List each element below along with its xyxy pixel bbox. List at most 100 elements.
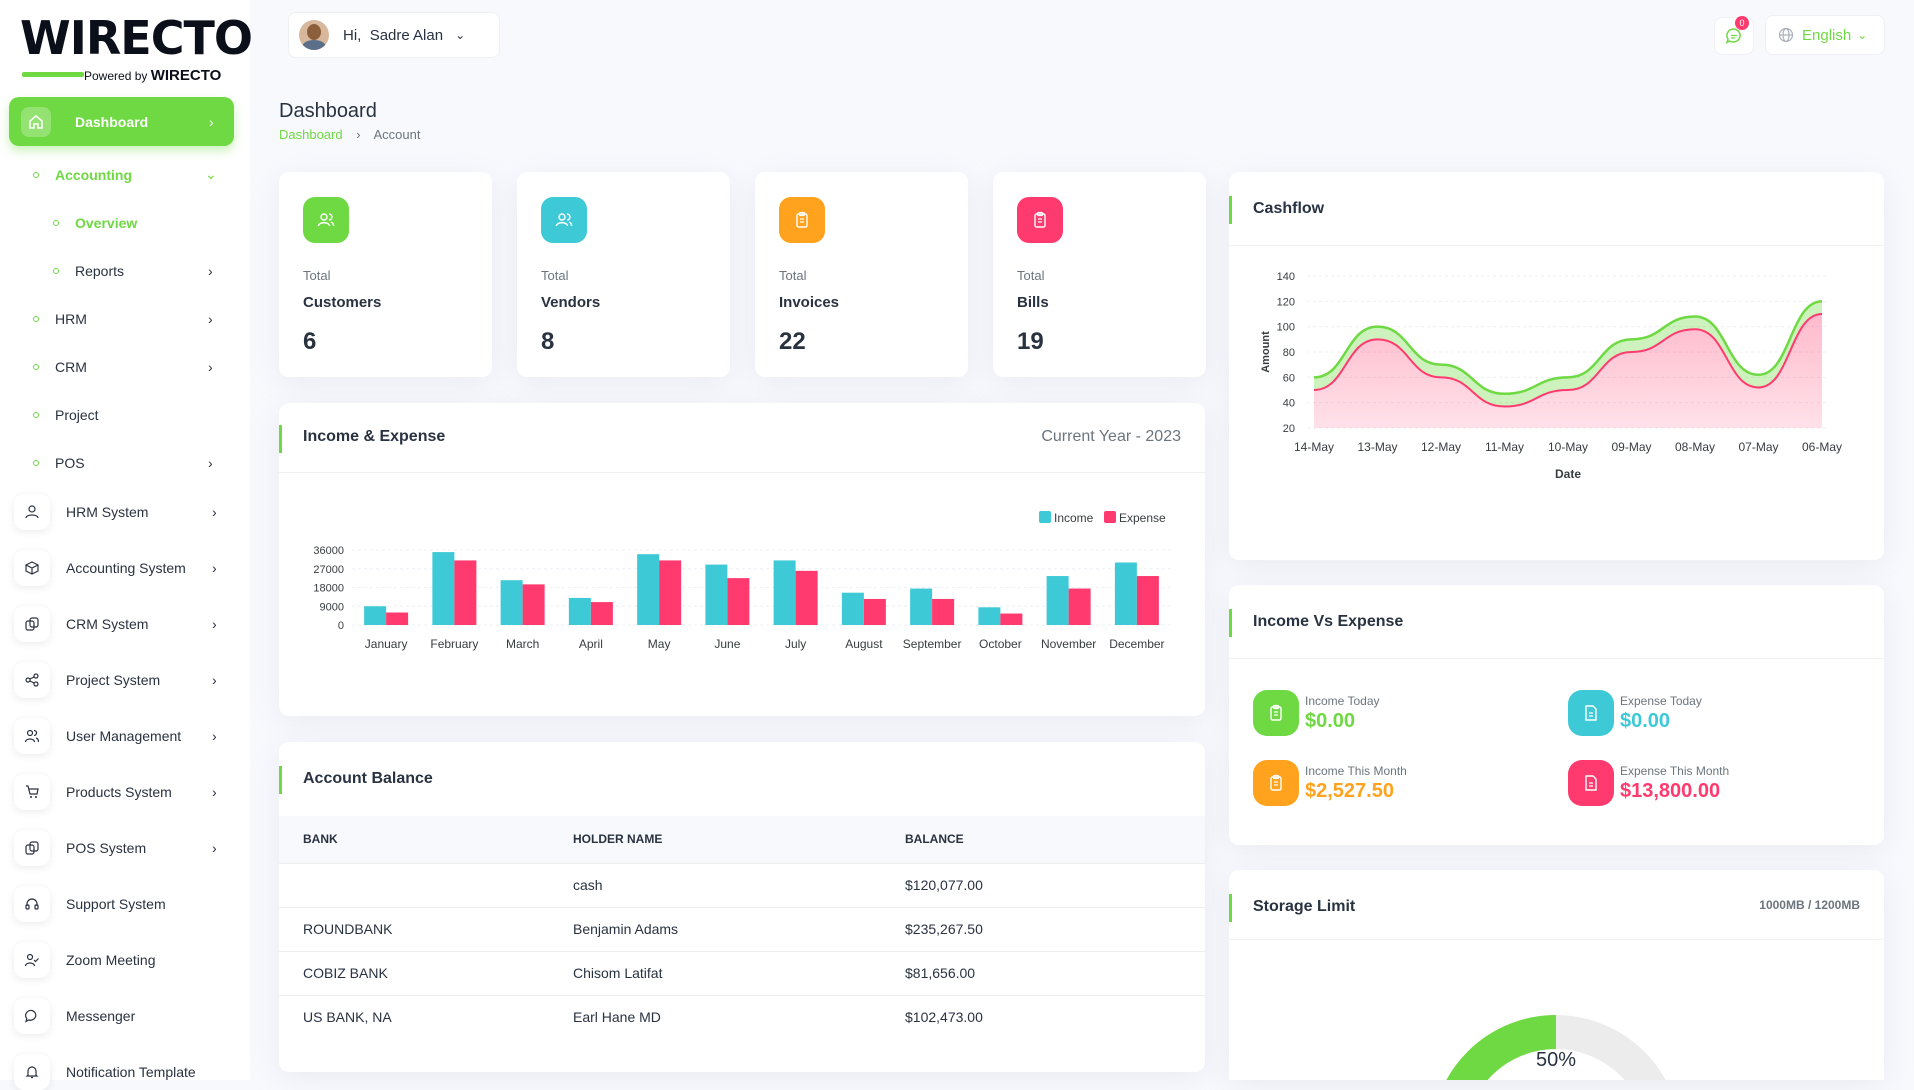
sidebar-item-notification-template[interactable]: Notification Template <box>14 1054 196 1090</box>
chevron-right-icon[interactable]: › <box>212 504 217 520</box>
stat-value: 8 <box>541 328 555 355</box>
receipt-icon <box>1253 760 1299 806</box>
chevron-right-icon[interactable]: › <box>208 359 213 375</box>
receipt-icon <box>1017 197 1063 243</box>
chevron-right-icon[interactable]: › <box>208 455 213 471</box>
card-header: Cashflow <box>1229 172 1884 246</box>
sidebar-item-accounting-system[interactable]: Accounting System <box>14 550 186 586</box>
bar-expense <box>522 584 545 625</box>
sidebar-item-zoom-meeting[interactable]: Zoom Meeting <box>14 942 155 978</box>
sidebar-item-crm-system[interactable]: CRM System <box>14 606 148 642</box>
chevron-right-icon: › <box>209 113 214 130</box>
period-label: Current Year - 2023 <box>1041 428 1181 445</box>
chevron-right-icon[interactable]: › <box>208 311 213 327</box>
stat-title: Bills <box>1017 294 1049 311</box>
bar-expense <box>454 560 477 625</box>
accent-bar <box>1229 609 1232 637</box>
sidebar-item-reports[interactable]: Reports <box>53 263 124 279</box>
income-vs-expense-card: Income Vs Expense Income Today $0.00 Expe… <box>1229 585 1884 845</box>
chevron-right-icon[interactable]: › <box>212 784 217 800</box>
sidebar-item-pos-system[interactable]: POS System <box>14 830 146 866</box>
box-icon <box>14 550 50 586</box>
column-header[interactable]: BANK <box>279 816 573 863</box>
metric-label: Expense This Month <box>1620 763 1730 778</box>
brand-logo[interactable]: WIRECTO Powered by WIRECTO <box>20 14 253 84</box>
income-expense-card: Income & Expense Current Year - 2023 360… <box>279 403 1205 716</box>
bar-income <box>705 564 728 625</box>
user-check-icon <box>14 942 50 978</box>
sidebar-item-accounting[interactable]: Accounting <box>33 167 132 183</box>
x-tick-label: 11-May <box>1485 440 1524 454</box>
chevron-right-icon[interactable]: › <box>212 616 217 632</box>
file-icon <box>1568 690 1614 736</box>
legend-marker <box>1104 511 1116 523</box>
card-title: Storage Limit <box>1253 898 1356 915</box>
storage-gauge: 50% <box>1446 1015 1666 1080</box>
cart-icon <box>14 774 50 810</box>
sidebar-item-crm[interactable]: CRM <box>33 359 87 375</box>
sidebar-item-project[interactable]: Project <box>33 407 99 423</box>
sidebar-item-hrm[interactable]: HRM <box>33 311 87 327</box>
storage-usage: 1000MB / 1200MB <box>1759 898 1860 912</box>
bar-income <box>500 580 523 625</box>
y-tick-label: 9000 <box>320 601 344 613</box>
x-tick-label: April <box>579 637 603 651</box>
x-tick-label: 14-May <box>1294 440 1334 454</box>
sidebar-item-dashboard[interactable]: Dashboard › <box>9 97 234 146</box>
sidebar-item-products-system[interactable]: Products System <box>14 774 172 810</box>
chevron-right-icon[interactable]: › <box>212 728 217 744</box>
card-title: Cashflow <box>1253 200 1325 217</box>
stat-value: 6 <box>303 328 317 355</box>
users-icon <box>541 197 587 243</box>
chevron-right-icon[interactable]: › <box>212 560 217 576</box>
stat-title: Customers <box>303 294 382 311</box>
series-line <box>1313 313 1823 408</box>
layers-icon <box>14 830 50 866</box>
chevron-down-icon[interactable]: ⌄ <box>205 166 217 182</box>
file-icon <box>1568 760 1614 806</box>
message-icon <box>1725 28 1741 45</box>
chevron-right-icon[interactable]: › <box>212 840 217 856</box>
user-menu[interactable]: Hi, Sadre Alan ⌄ <box>288 12 500 58</box>
x-tick-label: March <box>506 637 539 651</box>
sidebar-item-hrm-system[interactable]: HRM System <box>14 494 148 530</box>
holder-cell: Chisom Latifat <box>573 950 905 995</box>
metric-label: Expense Today <box>1620 693 1702 708</box>
column-header[interactable]: BALANCE <box>905 816 1205 863</box>
breadcrumb-link[interactable]: Dashboard <box>279 127 343 142</box>
bullet-icon <box>33 316 39 322</box>
bar-income <box>978 607 1001 625</box>
globe-icon <box>1778 27 1794 43</box>
y-tick-label: 36000 <box>313 545 344 557</box>
receipt-icon <box>1253 690 1299 736</box>
chevron-right-icon[interactable]: › <box>212 672 217 688</box>
sidebar-item-user-management[interactable]: User Management <box>14 718 181 754</box>
card-header: Account Balance <box>279 742 1205 816</box>
balance-cell: $81,656.00 <box>905 950 1205 995</box>
message-icon <box>14 998 50 1034</box>
bar-expense <box>795 570 818 625</box>
bullet-icon <box>53 268 59 274</box>
sidebar-item-messenger[interactable]: Messenger <box>14 998 135 1034</box>
sidebar-item-support-system[interactable]: Support System <box>14 886 166 922</box>
bar-income <box>773 560 796 625</box>
sidebar-item-overview[interactable]: Overview <box>53 215 137 231</box>
bar-income <box>432 552 455 625</box>
chevron-right-icon[interactable]: › <box>208 263 213 279</box>
card-title: Income & Expense <box>303 428 446 445</box>
stat-label: Total <box>779 268 807 283</box>
account-balance-card: Account Balance BANK HOLDER NAME BALANCE… <box>279 742 1205 1072</box>
stat-title: Vendors <box>541 294 601 311</box>
language-selector[interactable]: English ⌄ <box>1765 15 1885 55</box>
balance-cell: $120,077.00 <box>905 862 1205 907</box>
stat-label: Total <box>303 268 331 283</box>
column-header[interactable]: HOLDER NAME <box>573 816 905 863</box>
series-area <box>1314 314 1822 428</box>
bank-cell: COBIZ BANK <box>279 950 573 995</box>
sidebar-item-project-system[interactable]: Project System <box>14 662 160 698</box>
stat-value: 19 <box>1017 328 1044 355</box>
bullet-icon <box>33 460 39 466</box>
metric-label: Income Today <box>1305 693 1380 708</box>
notification-button[interactable]: 0 <box>1714 16 1754 55</box>
sidebar-item-pos[interactable]: POS <box>33 455 85 471</box>
